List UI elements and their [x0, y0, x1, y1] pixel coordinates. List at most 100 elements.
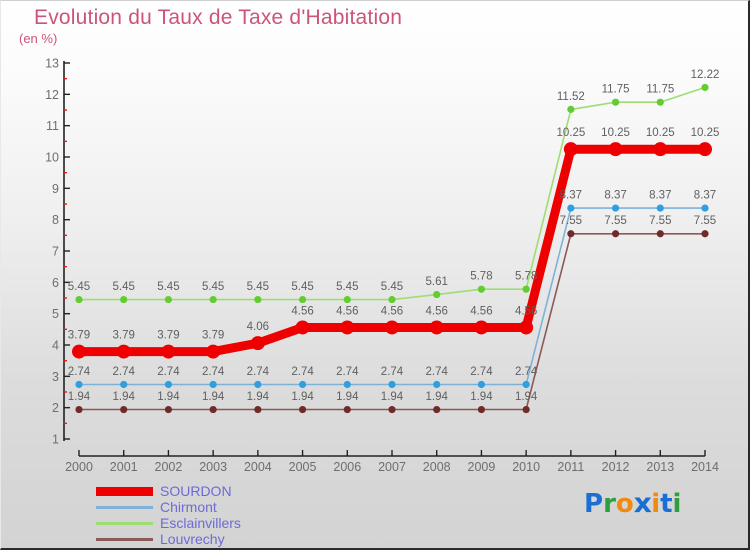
logo-letter: x	[633, 488, 652, 519]
x-axis-tick-label: 2009	[468, 460, 496, 474]
y-axis-tick-label: 13	[45, 57, 59, 71]
legend-item[interactable]: Chirmont	[96, 499, 396, 515]
y-axis-tick-label: 1	[52, 433, 59, 447]
data-point-label: 7.55	[694, 215, 716, 227]
x-axis-tick-label: 2014	[691, 460, 719, 474]
data-point-label: 5.78	[515, 271, 537, 283]
data-point-label: 1.94	[515, 391, 538, 403]
logo-letter: t	[660, 489, 673, 519]
legend-swatch-icon	[96, 537, 153, 541]
data-point-label: 2.74	[426, 366, 449, 378]
x-axis-tick-label: 2010	[512, 460, 540, 474]
y-axis-tick-label: 11	[46, 119, 59, 133]
data-point-label: 4.56	[426, 305, 448, 317]
logo-letter: o	[615, 489, 634, 519]
x-axis-tick-label: 2011	[557, 460, 584, 474]
data-point-label: 8.37	[560, 189, 582, 201]
data-point-label: 1.94	[336, 391, 359, 403]
data-point-label: 4.56	[515, 305, 537, 317]
proxiti-logo: Proxiti	[584, 488, 681, 519]
x-axis-tick-label: 2000	[65, 460, 93, 474]
logo-letter: r	[603, 489, 616, 519]
chart-subtitle: (en %)	[19, 31, 58, 46]
page-title: Evolution du Taux de Taxe d'Habitation	[34, 6, 403, 29]
data-point-label: 2.74	[202, 366, 225, 378]
y-axis-tick-label: 10	[45, 151, 59, 165]
data-point-label: 5.45	[157, 281, 179, 293]
data-point-label: 2.74	[470, 366, 493, 378]
data-point-label: 2.74	[291, 366, 314, 378]
x-axis-tick-label: 2001	[110, 460, 138, 474]
y-axis-tick-label: 5	[52, 307, 59, 321]
y-axis-tick-label: 7	[52, 245, 59, 259]
data-point-label: 10.25	[556, 127, 585, 139]
data-point-label: 4.06	[247, 321, 269, 333]
logo-letter: P	[584, 489, 604, 519]
y-axis-tick-label: 2	[52, 401, 59, 415]
x-axis-tick-label: 2005	[289, 460, 317, 474]
legend-swatch-icon	[96, 521, 153, 525]
data-point-label: 5.45	[113, 281, 135, 293]
data-point-label: 4.56	[291, 305, 313, 317]
logo-letter: i	[672, 489, 682, 519]
legend-item[interactable]: SOURDON	[96, 483, 396, 499]
data-point-label: 2.74	[247, 366, 270, 378]
series-sourdon	[72, 142, 712, 359]
data-point-label: 5.45	[247, 281, 269, 293]
data-point-label: 1.94	[157, 391, 180, 403]
data-point-label: 2.74	[113, 366, 136, 378]
data-point-label: 3.79	[68, 330, 90, 342]
data-point-label: 1.94	[202, 391, 225, 403]
x-axis-tick-label: 2012	[602, 460, 630, 474]
legend-item[interactable]: Esclainvillers	[96, 515, 396, 531]
legend-item[interactable]: Louvrechy	[96, 531, 396, 547]
data-point-label: 2.74	[157, 366, 180, 378]
y-axis-tick-label: 3	[52, 370, 59, 384]
data-point-label: 1.94	[381, 391, 404, 403]
y-axis-tick-label: 4	[52, 339, 59, 353]
data-point-label: 10.25	[691, 127, 720, 139]
data-point-label: 11.52	[557, 91, 585, 103]
data-point-label: 8.37	[694, 189, 716, 201]
y-axis-tick-label: 12	[45, 88, 59, 102]
legend-label: Louvrechy	[160, 530, 225, 547]
x-axis-tick-label: 2003	[199, 460, 227, 474]
data-point-label: 5.45	[68, 281, 90, 293]
data-point-label: 8.37	[604, 189, 626, 201]
data-point-label: 5.61	[426, 276, 448, 288]
y-axis-tick-label: 9	[52, 182, 59, 196]
logo-letter: i	[651, 489, 661, 519]
x-axis-tick-label: 2007	[378, 460, 406, 474]
data-point-label: 5.45	[291, 281, 313, 293]
data-point-label: 10.25	[601, 127, 630, 139]
data-point-label: 5.45	[336, 281, 358, 293]
data-point-label: 2.74	[381, 366, 404, 378]
data-point-label: 5.45	[381, 281, 403, 293]
data-point-label: 3.79	[157, 330, 179, 342]
data-point-label: 2.74	[68, 366, 91, 378]
y-axis-tick-label: 8	[52, 213, 59, 227]
x-axis-tick-label: 2008	[423, 460, 451, 474]
x-axis-tick-label: 2006	[333, 460, 361, 474]
data-point-label: 7.55	[604, 215, 626, 227]
data-point-label: 5.45	[202, 281, 224, 293]
data-point-label: 11.75	[646, 84, 674, 96]
data-point-label: 1.94	[68, 391, 91, 403]
legend-swatch-icon	[96, 486, 153, 496]
data-point-label: 7.55	[649, 215, 671, 227]
data-point-label: 4.56	[336, 305, 358, 317]
series-louvrechy	[75, 230, 709, 414]
data-point-label: 1.94	[426, 391, 449, 403]
data-point-label: 5.78	[470, 271, 492, 283]
data-point-label: 1.94	[470, 391, 493, 403]
data-point-label: 11.75	[602, 84, 630, 96]
series-esclainvillers	[75, 83, 709, 304]
data-point-label: 1.94	[113, 391, 136, 403]
data-point-label: 8.37	[649, 189, 671, 201]
legend-label: Chirmont	[160, 498, 217, 515]
data-point-label: 3.79	[113, 330, 135, 342]
data-point-label: 12.22	[691, 69, 720, 81]
y-axis-tick-label: 6	[52, 276, 59, 290]
